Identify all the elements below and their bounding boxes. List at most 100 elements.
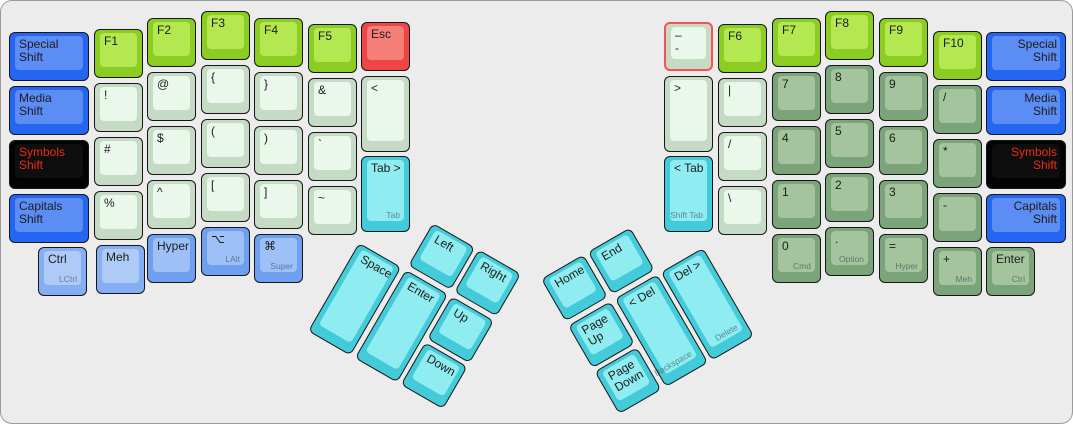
key-special-shift-left[interactable]: Special Shift [9, 32, 89, 81]
key-num-6[interactable]: 6 [879, 126, 928, 175]
key-sublabel: LCtrl [59, 274, 77, 284]
key-f8[interactable]: F8 [825, 11, 874, 60]
key-slash[interactable]: / [718, 132, 767, 181]
key-multiply[interactable]: * [933, 139, 982, 188]
key-lctrl[interactable]: Ctrl LCtrl [38, 247, 87, 296]
key-meh[interactable]: Meh [96, 245, 145, 294]
key-num-3[interactable]: 3 [879, 180, 928, 229]
key-label: & [318, 83, 327, 97]
key-close-bracket[interactable]: ] [254, 180, 303, 229]
key-num-4[interactable]: 4 [772, 126, 821, 175]
key-sublabel: Ctrl [1011, 274, 1025, 284]
key-f9[interactable]: F9 [879, 18, 928, 67]
key-num-2[interactable]: 2 [825, 173, 874, 222]
key-lalt[interactable]: ⌥ LAlt [201, 227, 250, 276]
key-f5[interactable]: F5 [308, 24, 357, 73]
key-label: Special Shift [19, 37, 59, 65]
key-f10[interactable]: F10 [933, 31, 982, 80]
keycap-top: Up [437, 302, 487, 351]
keycap-top: 1 [778, 184, 815, 218]
key-ampersand[interactable]: & [308, 78, 357, 127]
key-backtick[interactable]: ` [308, 132, 357, 181]
key-num-8[interactable]: 8 [825, 65, 874, 114]
key-label: Enter [996, 252, 1025, 266]
key-label: Space [358, 252, 395, 282]
keycap-top: < Tab Shift Tab [670, 160, 707, 221]
key-f6[interactable]: F6 [718, 24, 767, 73]
key-open-bracket[interactable]: [ [201, 173, 250, 222]
key-label: < Del [625, 283, 658, 311]
keycap-top: Page Down [601, 353, 651, 402]
key-num-0[interactable]: 0 Cmd [772, 234, 821, 283]
key-tilde[interactable]: ~ [308, 186, 357, 235]
key-media-shift-right[interactable]: Media Shift [986, 86, 1066, 135]
key-label: Symbols Shift [19, 145, 66, 173]
key-enter[interactable]: Enter Ctrl [986, 247, 1035, 296]
key-capitals-shift-left[interactable]: Capitals Shift [9, 194, 89, 243]
key-symbols-shift-right[interactable]: Symbols Shift [986, 140, 1066, 189]
key-period[interactable]: . Option [825, 227, 874, 276]
key-close-paren[interactable]: ) [254, 126, 303, 175]
key-num-1[interactable]: 1 [772, 180, 821, 229]
keycap-top: Capitals Shift [15, 198, 83, 232]
key-exclamation[interactable]: ! [94, 83, 143, 132]
key-equals[interactable]: = Hyper [879, 234, 928, 283]
key-num-7[interactable]: 7 [772, 72, 821, 121]
key-hyper-left[interactable]: Hyper [147, 234, 196, 283]
key-f3[interactable]: F3 [201, 11, 250, 60]
key-symbols-shift-left[interactable]: Symbols Shift [9, 140, 89, 189]
key-label: ! [104, 88, 108, 102]
key-tab[interactable]: Tab > Tab [361, 156, 410, 232]
key-minus[interactable]: - [933, 193, 982, 242]
key-less-than[interactable]: < [361, 76, 410, 152]
keycap-top: Home [548, 260, 598, 309]
key-close-brace[interactable]: } [254, 72, 303, 121]
keycap-top: ( [207, 123, 244, 157]
key-backslash[interactable]: \ [718, 186, 767, 235]
key-label: @ [157, 77, 170, 91]
key-pipe[interactable]: | [718, 78, 767, 127]
key-sublabel: Hyper [895, 261, 918, 271]
keycap-top: Special Shift [15, 36, 83, 70]
key-label: > [674, 81, 682, 95]
key-at[interactable]: @ [147, 72, 196, 121]
key-divide[interactable]: / [933, 85, 982, 134]
keycap-top: Symbols Shift [992, 144, 1060, 178]
key-special-shift-right[interactable]: Special Shift [986, 32, 1066, 81]
key-percent[interactable]: % [94, 191, 143, 240]
key-media-shift-left[interactable]: Media Shift [9, 86, 89, 135]
key-hash[interactable]: # [94, 137, 143, 186]
key-greater-than[interactable]: > [664, 76, 713, 152]
key-super[interactable]: ⌘ Super [254, 234, 303, 283]
key-label: Left [431, 232, 457, 255]
key-f7[interactable]: F7 [772, 18, 821, 67]
key-label: . [835, 232, 839, 246]
key-label: | [728, 83, 732, 97]
key-num-9[interactable]: 9 [879, 72, 928, 121]
key-dollar[interactable]: $ [147, 126, 196, 175]
key-open-paren[interactable]: ( [201, 119, 250, 168]
key-f4[interactable]: F4 [254, 18, 303, 67]
key-dash[interactable]: – - [664, 22, 713, 71]
key-label: Ctrl [48, 252, 67, 266]
key-label: < Tab [674, 161, 704, 175]
key-label: ] [264, 185, 268, 199]
key-f2[interactable]: F2 [147, 18, 196, 67]
key-shift-tab[interactable]: < Tab Shift Tab [664, 156, 713, 232]
keycap-top: } [260, 76, 297, 110]
key-esc[interactable]: Esc [361, 22, 410, 71]
key-f1[interactable]: F1 [94, 29, 143, 78]
key-label: 4 [782, 131, 789, 145]
key-label: 0 [782, 239, 789, 253]
key-plus[interactable]: + Meh [933, 247, 982, 296]
key-num-5[interactable]: 5 [825, 119, 874, 168]
keycap-top: Enter Ctrl [992, 251, 1029, 285]
key-label: Capitals Shift [19, 199, 63, 227]
key-open-brace[interactable]: { [201, 65, 250, 114]
key-label: F7 [782, 23, 797, 37]
key-capitals-shift-right[interactable]: Capitals Shift [986, 194, 1066, 243]
key-label: F1 [104, 34, 119, 48]
keycap-top: # [100, 141, 137, 175]
key-caret[interactable]: ^ [147, 180, 196, 229]
